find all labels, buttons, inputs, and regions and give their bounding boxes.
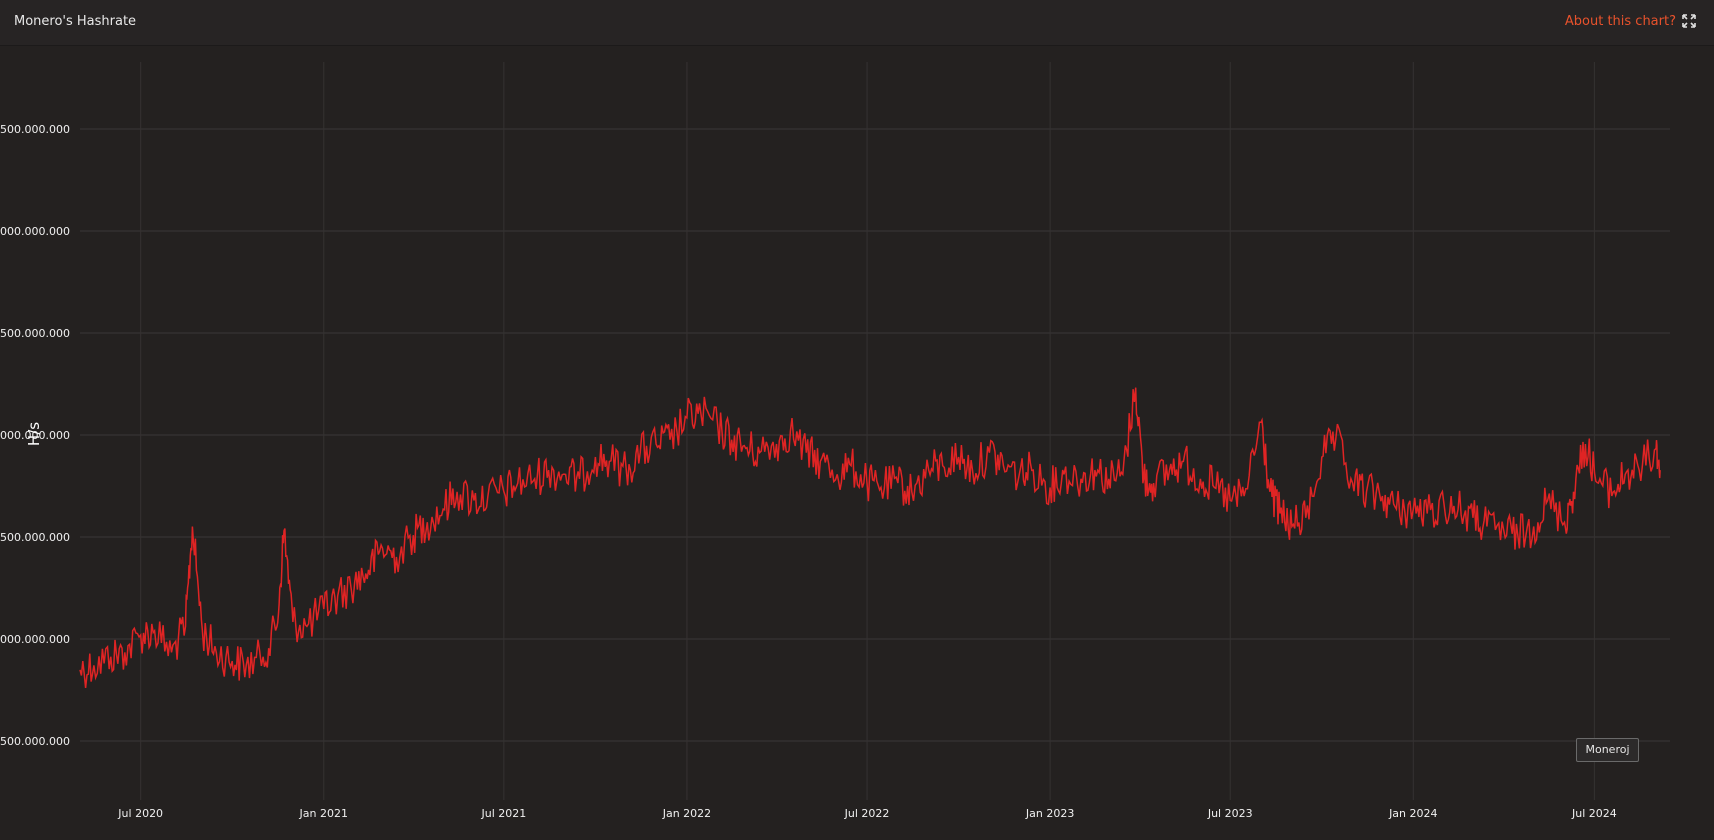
y-tick-label: 000.000.000 [0,225,70,238]
expand-icon[interactable] [1682,14,1696,28]
hashrate-series-line [79,387,1661,688]
x-tick-label: Jul 2024 [1571,807,1617,820]
y-tick-label: 500.000.000 [0,123,70,136]
x-tick-label: Jan 2022 [662,807,711,820]
x-axis: Jul 2020 Jan 2021 Jul 2021 Jan 2022 Jul 2022… [117,807,1616,820]
chart-title: Monero's Hashrate [14,14,137,29]
x-tick-label: Jan 2023 [1025,807,1074,820]
y-axis-label: H/s [25,422,43,446]
y-tick-label: 000.000.000 [0,633,70,646]
x-tick-label: Jul 2020 [117,807,163,820]
y-tick-label: 000.000.000 [0,429,70,442]
about-chart-link[interactable]: About this chart? [1564,14,1676,29]
chart-header: Monero's Hashrate About this chart? [0,0,1714,46]
x-tick-label: Jul 2021 [480,807,526,820]
y-tick-label: 500.000.000 [0,531,70,544]
x-tick-label: Jul 2022 [844,807,890,820]
y-axis: 500.000.000 000.000.000 500.000.000 000.000… [0,123,70,748]
hover-tooltip: Moneroj [1576,738,1639,762]
grid-lines [80,62,1670,800]
x-tick-label: Jan 2021 [299,807,348,820]
x-tick-label: Jan 2024 [1388,807,1437,820]
y-tick-label: 500.000.000 [0,327,70,340]
y-tick-label: 500.000.000 [0,735,70,748]
x-tick-label: Jul 2023 [1207,807,1253,820]
